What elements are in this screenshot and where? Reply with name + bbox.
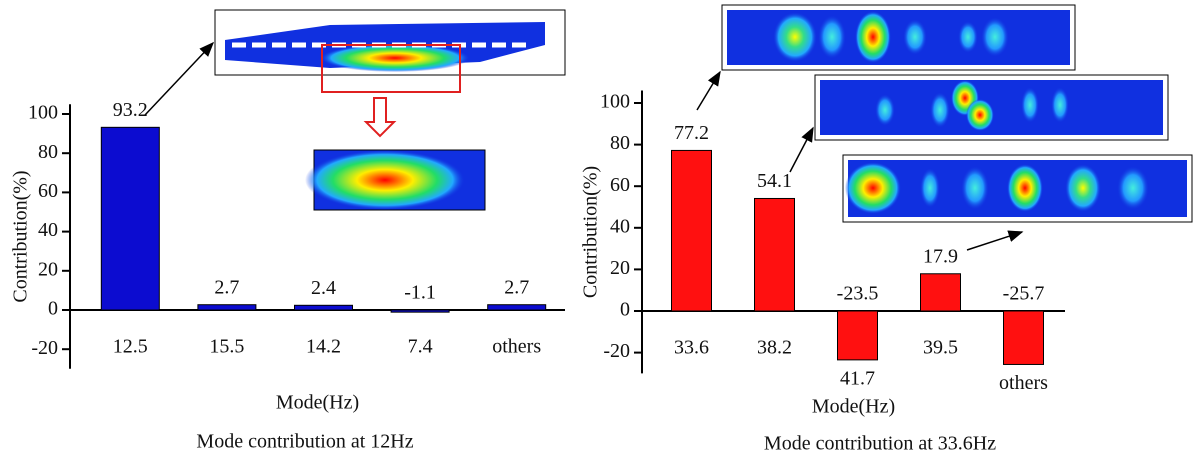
x-tick-label: 41.7 <box>840 367 875 389</box>
x-tick-label: 12.5 <box>113 336 148 358</box>
x-axis-title: Mode(Hz) <box>276 392 359 414</box>
y-tick-label: 100 <box>600 91 630 113</box>
value-label: 2.7 <box>214 276 239 298</box>
bar <box>754 197 795 312</box>
value-label: 54.1 <box>757 170 792 192</box>
value-label: -23.5 <box>837 283 879 305</box>
y-tick-label: -20 <box>603 340 630 362</box>
y-tick-label: 100 <box>28 102 58 124</box>
x-tick-label: 14.2 <box>306 336 341 358</box>
bar <box>671 149 712 312</box>
y-axis-title: Contribution(%) <box>580 166 602 298</box>
y-tick-label: 0 <box>620 299 630 321</box>
chart-caption: Mode contribution at 33.6Hz <box>764 433 996 455</box>
value-label: 93.2 <box>113 99 148 121</box>
x-tick-label: 39.5 <box>923 337 958 359</box>
y-tick-label: -20 <box>31 337 58 359</box>
x-tick-label: others <box>492 336 541 358</box>
bar <box>1003 310 1044 365</box>
x-tick-label: 38.2 <box>757 337 792 359</box>
bar <box>294 304 353 311</box>
value-label: 2.4 <box>311 277 336 299</box>
bar <box>390 309 450 313</box>
inset-images <box>144 4 1193 251</box>
y-tick-label: 40 <box>610 215 630 237</box>
y-axis-title: Contribution(%) <box>10 170 32 302</box>
value-label: -1.1 <box>404 282 436 304</box>
bar <box>100 126 160 311</box>
x-tick-label: 33.6 <box>674 337 709 359</box>
bar <box>920 273 961 312</box>
y-tick-label: 60 <box>38 180 58 202</box>
y-tick-label: 0 <box>48 298 58 320</box>
y-tick-label: 20 <box>38 258 58 280</box>
value-label: 77.2 <box>674 122 709 144</box>
chart-caption: Mode contribution at 12Hz <box>196 431 413 453</box>
x-axis-title: Mode(Hz) <box>812 396 895 418</box>
value-label: 17.9 <box>923 245 958 267</box>
bar <box>837 310 878 361</box>
x-tick-label: others <box>999 372 1048 394</box>
bar <box>197 304 257 311</box>
bar <box>487 304 547 311</box>
y-tick-label: 80 <box>610 132 630 154</box>
y-tick-label: 80 <box>38 141 58 163</box>
value-label: -25.7 <box>1003 283 1045 305</box>
value-label: 2.7 <box>504 276 529 298</box>
x-tick-label: 15.5 <box>209 336 244 358</box>
y-tick-label: 60 <box>610 174 630 196</box>
y-tick-label: 20 <box>610 257 630 279</box>
x-tick-label: 7.4 <box>408 336 433 358</box>
y-tick-label: 40 <box>38 219 58 241</box>
